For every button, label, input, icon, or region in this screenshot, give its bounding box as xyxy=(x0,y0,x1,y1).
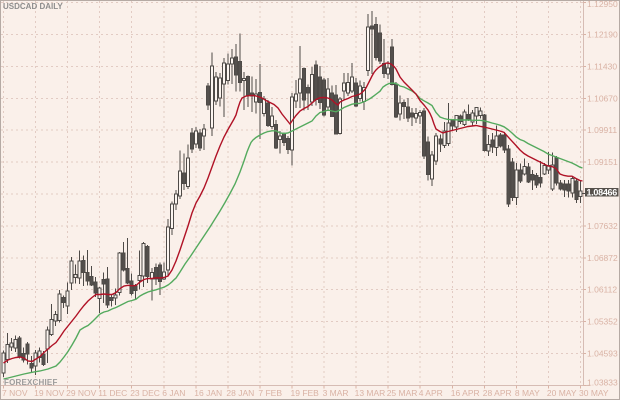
svg-text:25 MAR: 25 MAR xyxy=(387,388,418,398)
svg-text:28 JAN: 28 JAN xyxy=(226,388,254,398)
svg-text:28 APR: 28 APR xyxy=(483,388,512,398)
svg-text:1.03833: 1.03833 xyxy=(587,378,618,388)
svg-text:1.12190: 1.12190 xyxy=(587,30,618,40)
svg-text:6 JAN: 6 JAN xyxy=(162,388,185,398)
svg-text:1.09151: 1.09151 xyxy=(587,157,618,167)
svg-text:FOREXCHIEF: FOREXCHIEF xyxy=(4,378,58,387)
svg-text:19 NOV: 19 NOV xyxy=(34,388,65,398)
svg-text:1.10670: 1.10670 xyxy=(587,93,618,103)
svg-text:16 JAN: 16 JAN xyxy=(194,388,222,398)
svg-text:1.07632: 1.07632 xyxy=(587,221,618,231)
svg-text:1.05352: 1.05352 xyxy=(587,317,618,327)
svg-text:1.11430: 1.11430 xyxy=(587,61,617,71)
svg-text:1.06872: 1.06872 xyxy=(587,253,618,263)
svg-text:4 APR: 4 APR xyxy=(419,388,443,398)
svg-text:7 FEB: 7 FEB xyxy=(258,388,282,398)
svg-text:1.12950: 1.12950 xyxy=(587,0,618,9)
svg-text:16 APR: 16 APR xyxy=(451,388,480,398)
svg-text:8 MAY: 8 MAY xyxy=(515,388,540,398)
svg-text:11 DEC: 11 DEC xyxy=(98,388,127,398)
svg-text:1.09911: 1.09911 xyxy=(587,125,617,135)
svg-text:7 NOV: 7 NOV xyxy=(2,388,28,398)
svg-text:1.06112: 1.06112 xyxy=(587,285,617,295)
svg-text:20 MAY: 20 MAY xyxy=(547,388,577,398)
svg-text:USDCAD DAILY: USDCAD DAILY xyxy=(3,2,63,11)
svg-text:3 MAR: 3 MAR xyxy=(323,388,349,398)
svg-text:23 DEC: 23 DEC xyxy=(130,388,160,398)
svg-text:1.04593: 1.04593 xyxy=(587,349,618,359)
svg-text:30 MAY: 30 MAY xyxy=(579,388,609,398)
svg-text:19 FEB: 19 FEB xyxy=(291,388,320,398)
svg-text:29 NOV: 29 NOV xyxy=(66,388,97,398)
svg-text:13 MAR: 13 MAR xyxy=(355,388,386,398)
svg-text:1.08466: 1.08466 xyxy=(587,188,618,198)
